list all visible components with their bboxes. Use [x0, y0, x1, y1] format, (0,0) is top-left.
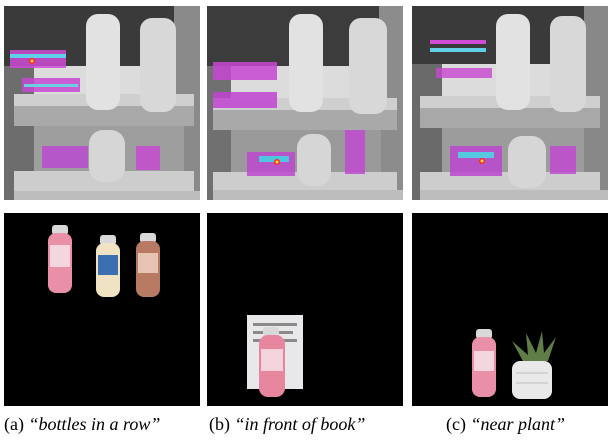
caption-query: “bottles in a row” — [28, 414, 161, 434]
bottle-shape — [86, 14, 120, 110]
placement-heatmap — [213, 62, 365, 176]
caption-c: (c) “near plant” — [446, 414, 565, 435]
placement-heatmap — [430, 40, 576, 176]
bottle-cream — [96, 235, 120, 297]
bottle-shape — [289, 14, 323, 112]
bottle-shape — [496, 14, 530, 110]
result-scene-a — [4, 213, 200, 406]
bottle-shape — [550, 16, 586, 112]
shelf-scene-c — [412, 6, 608, 200]
caption-query: “near plant” — [470, 414, 566, 434]
bottle-brown — [136, 233, 160, 297]
caption-query: “in front of book” — [234, 414, 366, 434]
potted-plant — [512, 331, 556, 399]
result-scene-b — [207, 213, 403, 406]
caption-a: (a) “bottles in a row” — [4, 414, 160, 435]
placement-heatmap — [10, 50, 160, 170]
bottle-pink — [259, 327, 285, 397]
caption-label: (b) — [209, 414, 230, 434]
bottle-pink — [48, 225, 72, 293]
caption-label: (c) — [446, 414, 466, 434]
bottle-shape — [140, 18, 176, 112]
result-scene-c — [412, 213, 608, 406]
shelf-scene-a — [4, 6, 200, 200]
caption-label: (a) — [4, 414, 24, 434]
shelf-scene-b — [207, 6, 403, 200]
bottle-shape — [349, 18, 387, 114]
bottle-pink — [472, 329, 496, 397]
caption-b: (b) “in front of book” — [209, 414, 365, 435]
